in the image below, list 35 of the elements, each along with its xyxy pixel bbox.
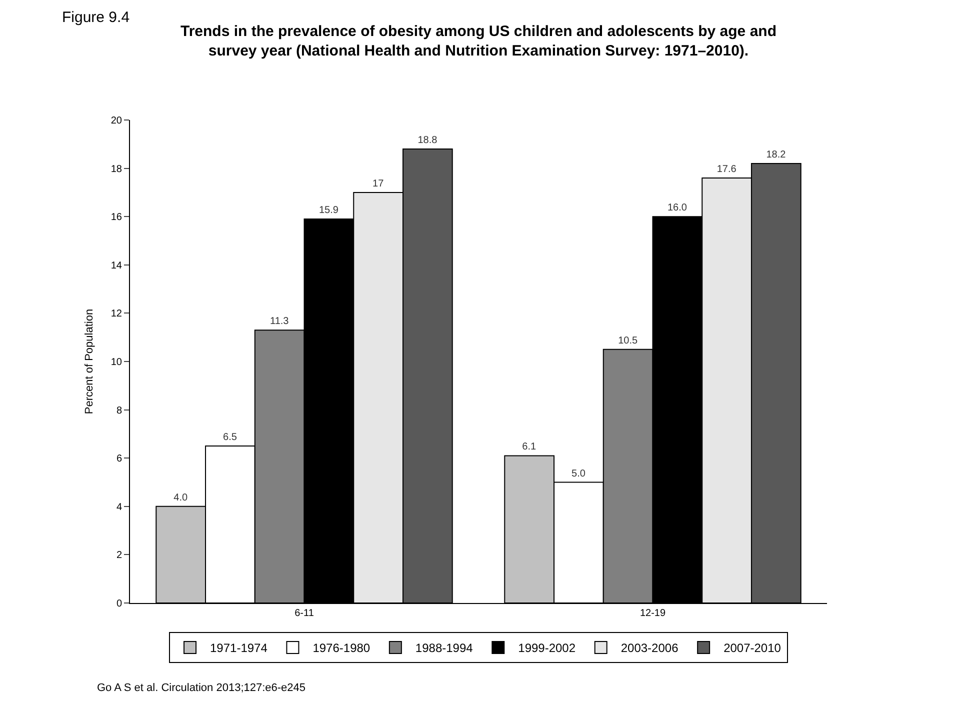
y-axis-title: Percent of Population	[84, 308, 96, 414]
y-tick-label: 0	[116, 598, 122, 610]
data-label: 15.9	[318, 205, 339, 216]
legend-label: 1988-1994	[415, 641, 474, 656]
data-label: 6.1	[522, 442, 536, 453]
y-tick-label: 18	[110, 164, 122, 175]
y-tick-label: 10	[110, 357, 122, 368]
data-label: 17.6	[716, 164, 737, 175]
legend-label: 1999-2002	[518, 641, 576, 656]
data-label: 17	[372, 178, 384, 190]
y-tick-label: 2	[116, 550, 122, 562]
data-label: 4.0	[174, 492, 188, 504]
x-tick-label: 12-19	[640, 608, 666, 619]
legend-label: 1971-1974	[210, 641, 268, 656]
legend-label: 2003-2006	[620, 641, 679, 656]
data-label: 16.0	[667, 202, 688, 214]
chart-title: Trends in the prevalence of obesity among US children and adolescents by age and survey year (National Health and Nutrition Examination Survey: 1971–2010).	[180, 23, 776, 60]
data-label: 10.5	[618, 335, 638, 346]
x-tick-label: 6-11	[294, 608, 314, 619]
y-tick-label: 12	[110, 308, 122, 320]
data-label: 11.3	[270, 316, 290, 328]
data-label: 5.0	[572, 468, 586, 480]
y-tick-label: 14	[110, 260, 122, 272]
data-label: 18.2	[766, 149, 786, 160]
legend-label: 2007-2010	[724, 641, 782, 656]
data-label: 6.5	[223, 432, 238, 444]
data-label: 18.8	[418, 134, 438, 146]
y-tick-label: 4	[116, 502, 122, 513]
y-tick-label: 20	[110, 116, 122, 126]
caption: Figure 9.4	[62, 9, 130, 26]
y-tick-label: 8	[116, 405, 122, 416]
y-tick-label: 16	[110, 212, 122, 224]
legend-label: 1976-1980	[312, 641, 370, 656]
y-tick-label: 6	[116, 454, 122, 465]
text: Go A S et al. Circulation 2013;127:e6-e245	[97, 682, 306, 694]
